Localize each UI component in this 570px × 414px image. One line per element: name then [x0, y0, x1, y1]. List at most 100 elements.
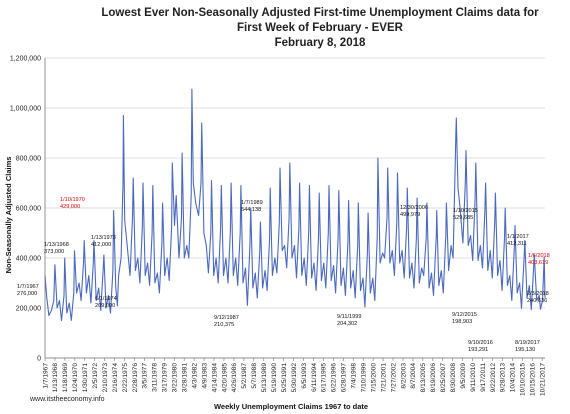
annotation-date: 1/13/1973: [91, 235, 116, 241]
x-tick-label: 6/22/1996: [331, 363, 338, 393]
annotation-date: 6/1/1974: [95, 296, 117, 302]
annotation-value: 204,302: [337, 321, 357, 327]
annotation-value: 210,375: [214, 322, 234, 328]
x-tick-label: 4/20/1985: [221, 363, 228, 393]
x-tick-label: 2/10/1973: [102, 363, 109, 393]
annotation-date: 1/1/2017: [507, 234, 529, 240]
axes: [44, 58, 545, 359]
x-axis-ticks: 1/7/1967 1/13/1968 1/18/1969 1/24/1970 1/30/…: [42, 358, 547, 396]
x-tick-label: 1/7/1967: [42, 363, 49, 389]
annotation-date: 1/13/1968: [44, 242, 69, 248]
source-credit: www.itstheeconomy.info: [29, 396, 105, 403]
annotation-date: 1/10/2015: [453, 208, 478, 214]
annotation-value: 529,685: [453, 215, 473, 221]
annotation-value: 412,311: [507, 241, 527, 247]
x-tick-label: 10/15/2016: [530, 363, 537, 396]
y-axis-ticks: 0 200,000 400,000 600,000 800,000 1,000,000 1,…: [10, 56, 41, 363]
annotation-value: 544,138: [241, 207, 261, 213]
y-tick-label: 200,000: [16, 306, 41, 313]
annotation-date: 2/3/2018: [527, 291, 549, 297]
x-tick-label: 6/17/1995: [321, 363, 328, 393]
x-tick-label: 7/21/2001: [380, 363, 387, 393]
annotation-date: 1/7/1967: [17, 284, 39, 290]
x-tick-label: 9/5/2009: [460, 363, 467, 389]
x-tick-label: 5/2/1987: [241, 363, 248, 389]
x-tick-label: 2/16/1974: [112, 363, 119, 393]
annotation-value: 193,291: [468, 347, 488, 353]
x-tick-label: 8/30/2008: [450, 363, 457, 393]
x-tick-label: 9/17/2011: [480, 363, 487, 392]
y-tick-label: 400,000: [16, 256, 41, 263]
annotation-date: 1/7/1989: [241, 200, 263, 206]
annotation-value: 209,000: [95, 303, 115, 309]
x-tick-label: 3/17/1979: [162, 363, 169, 393]
annotation-date: 1/10/1970: [60, 197, 85, 203]
y-tick-label: 800,000: [16, 156, 41, 163]
x-tick-label: 3/11/1978: [152, 363, 159, 392]
x-tick-label: 9/22/2012: [490, 363, 497, 393]
x-tick-label: 8/19/2006: [430, 363, 437, 393]
annotation-value: 276,000: [17, 291, 37, 297]
x-tick-label: 10/21/2017: [540, 363, 547, 396]
x-tick-label: 2/22/1975: [122, 363, 129, 393]
annotation-value: 195,130: [515, 347, 535, 353]
x-tick-label: 10/10/2015: [520, 363, 527, 396]
y-tick-label: 1,000,000: [10, 106, 41, 113]
annotation-value: 403,619: [528, 260, 548, 266]
annotation-date: 12/30/2006: [400, 205, 428, 211]
annotation-value: 499,979: [400, 212, 420, 218]
x-tick-label: 6/28/1997: [341, 363, 348, 393]
x-tick-label: 5/25/1991: [281, 363, 288, 393]
y-axis-title: Non-Seasonally Adjusted Claims: [4, 157, 13, 274]
x-tick-label: 1/30/1971: [82, 363, 89, 393]
x-tick-label: 3/22/1980: [172, 363, 179, 393]
y-tick-label: 0: [37, 356, 41, 363]
x-tick-label: 4/9/1983: [201, 363, 208, 389]
series-line: [44, 88, 546, 322]
x-tick-label: 2/28/1976: [132, 363, 139, 393]
x-tick-label: 1/13/1968: [52, 363, 59, 393]
x-axis-title: Weekly Unemployment Claims 1967 to date: [214, 402, 368, 411]
chart-title-line-3: February 8, 2018: [275, 37, 366, 49]
annotation-value: 429,000: [60, 204, 80, 210]
x-tick-label: 4/26/1986: [231, 363, 238, 393]
chart-title-line-1: Lowest Ever Non-Seasonally Adjusted Firs…: [101, 7, 539, 19]
x-tick-label: 8/25/2007: [440, 363, 447, 393]
annotation-date: 1/6/2018: [528, 253, 550, 259]
annotation-date: 9/12/2015: [452, 312, 477, 318]
chart-title-line-2: First Week of February - EVER: [237, 22, 404, 34]
x-tick-label: 3/28/1981: [182, 363, 189, 393]
annotation-value: 373,000: [44, 249, 64, 255]
annotation-value: 198,903: [452, 319, 472, 325]
x-tick-label: 5/19/1990: [271, 363, 278, 393]
x-tick-label: 7/27/2002: [390, 363, 397, 393]
x-tick-label: 5/7/1988: [251, 363, 258, 389]
annotation-date: 8/19/2017: [515, 340, 540, 346]
x-tick-label: 9/28/2013: [500, 363, 507, 393]
annotation-date: 9/10/2016: [468, 340, 493, 346]
x-tick-label: 5/13/1989: [261, 363, 268, 393]
annotation-value: 240,636: [527, 298, 547, 304]
x-tick-label: 4/3/1982: [192, 363, 199, 389]
x-tick-label: 7/15/2000: [370, 363, 377, 393]
x-tick-label: 10/4/2014: [510, 363, 517, 393]
x-tick-label: 1/18/1969: [62, 363, 69, 393]
x-tick-label: 6/5/1993: [301, 363, 308, 389]
y-tick-label: 1,200,000: [10, 56, 41, 63]
x-tick-label: 7/4/1998: [351, 363, 358, 389]
x-tick-label: 2/5/1972: [92, 363, 99, 389]
y-tick-label: 600,000: [16, 206, 41, 213]
x-tick-label: 7/10/1999: [361, 363, 368, 393]
annotation-value: 412,000: [91, 242, 111, 248]
x-tick-label: 3/5/1977: [142, 363, 149, 389]
x-tick-label: 8/7/2004: [410, 363, 417, 389]
series-lines: [44, 88, 546, 322]
annotation-date: 9/11/1999: [337, 314, 361, 320]
x-tick-label: 1/24/1970: [72, 363, 79, 393]
annotation-date: 9/12/1987: [214, 315, 239, 321]
x-tick-label: 6/11/1994: [311, 363, 318, 392]
x-tick-label: 8/2/2003: [400, 363, 407, 389]
x-tick-label: 9/11/2010: [470, 363, 477, 392]
x-tick-label: 5/30/1992: [291, 363, 298, 393]
